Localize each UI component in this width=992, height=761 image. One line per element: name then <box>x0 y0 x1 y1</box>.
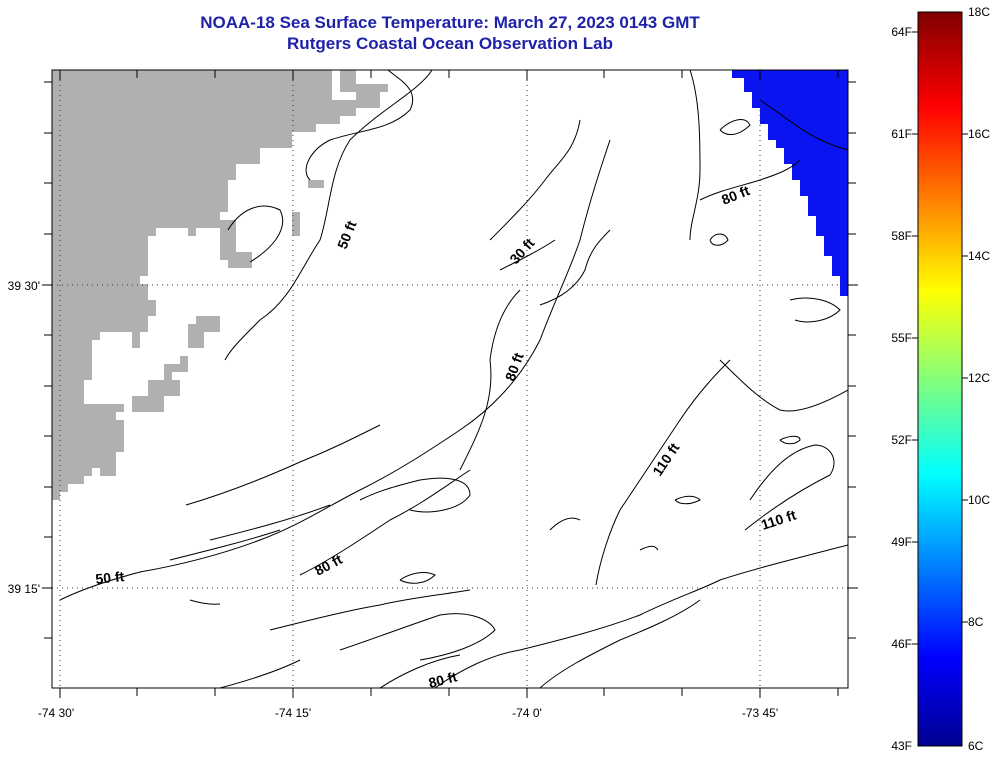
colorbar-f-label: 58F <box>891 229 912 243</box>
colorbar-f-label: 55F <box>891 331 912 345</box>
colorbar-f-label: 46F <box>891 637 912 651</box>
colorbar-f-label: 52F <box>891 433 912 447</box>
map-frame <box>51 69 849 689</box>
colorbar-c-label: 8C <box>968 615 984 629</box>
land-patch <box>308 180 324 188</box>
colorbar-c-label: 14C <box>968 249 990 263</box>
colorbar: 64F 61F 58F 55F 52F 49F 46F 43F 18C 16C … <box>891 5 990 753</box>
map-title: NOAA-18 Sea Surface Temperature: March 2… <box>52 12 848 54</box>
sst-cold-patch <box>732 70 848 296</box>
map-area: 50 ft 30 ft 80 ft 80 ft 110 ft 110 ft 50… <box>52 70 848 691</box>
grid <box>52 70 848 688</box>
y-axis-label: 39 30' <box>8 279 40 293</box>
land-patch <box>340 70 388 108</box>
y-axis-label: 39 15' <box>8 582 40 596</box>
colorbar-c-label: 6C <box>968 739 984 753</box>
colorbar-gradient <box>917 11 963 747</box>
land-mass <box>52 70 356 452</box>
contour-label: 80 ft <box>427 668 459 691</box>
contour-label: 50 ft <box>95 568 126 587</box>
x-axis-label: -74 0' <box>512 706 542 720</box>
colorbar-f-label: 64F <box>891 25 912 39</box>
title-line-1: NOAA-18 Sea Surface Temperature: March 2… <box>200 13 700 32</box>
colorbar-ticks <box>912 31 968 645</box>
land-inner-islands <box>52 316 220 500</box>
title-line-2: Rutgers Coastal Ocean Observation Lab <box>287 34 613 53</box>
colorbar-c-label: 16C <box>968 127 990 141</box>
land-patch <box>220 220 252 268</box>
colorbar-f-label: 43F <box>891 739 912 753</box>
colorbar-c-label: 10C <box>968 493 990 507</box>
colorbar-c-label: 18C <box>968 5 990 19</box>
x-axis-label: -74 15' <box>275 706 311 720</box>
x-axis-label: -74 30' <box>38 706 74 720</box>
colorbar-f-label: 61F <box>891 127 912 141</box>
land-patch <box>292 212 300 236</box>
x-axis-label: -73 45' <box>742 706 778 720</box>
axis-ticks <box>42 70 858 698</box>
bathymetry-contours <box>59 70 848 688</box>
colorbar-c-label: 12C <box>968 371 990 385</box>
colorbar-f-label: 49F <box>891 535 912 549</box>
